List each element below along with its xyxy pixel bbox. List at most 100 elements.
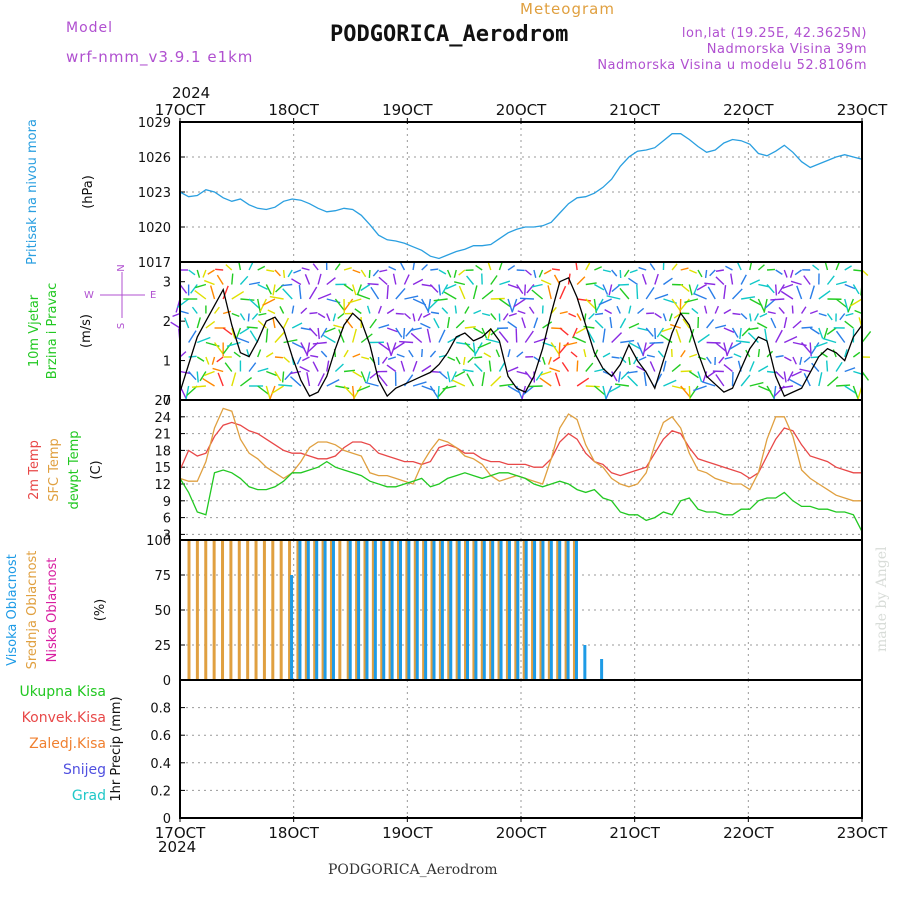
wind-barb [826, 275, 835, 285]
wind-barb [680, 349, 686, 358]
wind-barb [770, 298, 785, 301]
cloud-bar [363, 540, 367, 680]
wind-barb [238, 262, 242, 271]
y-tick-label: 100 [146, 534, 171, 549]
wind-barb [366, 371, 371, 383]
wind-barb [170, 321, 181, 329]
cloud-bar [440, 540, 444, 680]
y-tick-label: 27 [154, 394, 171, 409]
wind-barb [403, 312, 411, 320]
wind-barb [278, 384, 293, 387]
cloud-bar [524, 540, 528, 680]
series-line-pressure [179, 133, 863, 260]
x-label-bottom: 18OCT [268, 824, 319, 842]
wind-barb [483, 352, 492, 358]
y-tick-label: 0.6 [150, 729, 171, 744]
wind-barb [308, 327, 318, 337]
wind-barb [522, 385, 535, 396]
wind-barb [352, 370, 363, 378]
wind-barb [775, 269, 783, 275]
wind-barb [604, 309, 612, 315]
wind-barb [839, 313, 846, 321]
panel-label-temperature: dewpt Temp [67, 430, 82, 509]
wind-barb [356, 284, 362, 296]
cloud-bar [522, 540, 526, 680]
chart-title: PODGORICA_Aerodrom [330, 22, 569, 47]
wind-barb [426, 328, 432, 343]
cloud-bar [304, 540, 308, 680]
cloud-bar [480, 540, 484, 680]
wind-barb [269, 295, 284, 300]
wind-barb [274, 356, 283, 359]
wind-barb [196, 356, 205, 362]
wind-barb [421, 298, 429, 312]
wind-barb [697, 269, 703, 278]
wind-barb [627, 375, 639, 387]
wind-barb [289, 370, 301, 375]
cloud-bar [574, 540, 578, 680]
wind-barb [663, 277, 673, 286]
wind-barb [490, 275, 498, 285]
wind-barb [783, 269, 788, 278]
wind-barb [421, 364, 432, 373]
wind-barb [547, 356, 552, 365]
x-label-top: 21OCT [609, 101, 660, 119]
wind-barb [645, 287, 655, 300]
cloud-bar [405, 540, 409, 680]
precip-legend-0: Ukupna Kisa [19, 684, 106, 700]
wind-barb [188, 371, 197, 381]
wind-barb [642, 342, 647, 357]
wind-barb [410, 332, 423, 344]
model-label: Model [66, 20, 114, 36]
cloud-bar [516, 540, 520, 680]
wind-barb [507, 349, 511, 358]
wind-barb [412, 261, 416, 271]
wind-barb [441, 307, 449, 314]
wind-barb [835, 330, 846, 343]
wind-barb [266, 370, 277, 377]
wind-barb [490, 313, 497, 321]
wind-barb [239, 275, 249, 285]
wind-barb [749, 262, 753, 271]
wind-barb [287, 269, 293, 278]
wind-barb [248, 281, 260, 286]
cloud-bar [464, 540, 468, 680]
wind-barb [731, 327, 739, 338]
wind-barb [810, 356, 819, 359]
wind-barb [524, 371, 533, 381]
wind-barb [420, 322, 431, 329]
wind-barb [611, 269, 618, 277]
wind-barb [740, 312, 748, 320]
wind-barb [204, 279, 215, 286]
wind-barb [499, 383, 514, 387]
wind-barb [835, 280, 847, 286]
wind-barb [352, 269, 361, 274]
cloud-bar [531, 540, 535, 680]
wind-barb [758, 365, 769, 373]
wind-barb [547, 285, 552, 300]
cloud-bar [505, 540, 509, 680]
wind-barb [602, 269, 611, 273]
x-label-top: 22OCT [723, 101, 774, 119]
cloud-bar [373, 540, 377, 680]
wind-barb [257, 298, 262, 313]
wind-barb [495, 349, 501, 358]
cloud-bar [355, 540, 359, 680]
wind-barb [396, 353, 405, 358]
wind-barb [576, 377, 590, 387]
wind-barb [773, 385, 777, 400]
wind-barb [427, 298, 432, 313]
cloud-bar [491, 540, 495, 680]
wind-barb [516, 370, 528, 375]
wind-barb [204, 370, 215, 377]
wind-barb [381, 356, 388, 364]
wind-barb [446, 317, 451, 329]
wind-barb [852, 351, 861, 358]
wind-barb [585, 298, 597, 310]
wind-barb [343, 385, 355, 397]
wind-barb [568, 373, 573, 386]
wind-barb [257, 283, 268, 290]
wind-barb [704, 269, 708, 279]
wind-barb [602, 385, 607, 400]
wind-barb [861, 371, 870, 381]
